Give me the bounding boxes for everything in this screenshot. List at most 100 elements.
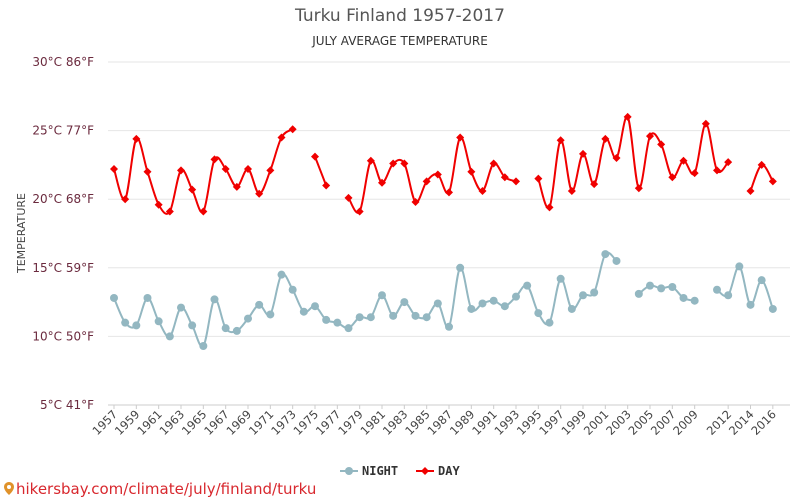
x-tick-label: 2003 [603,407,634,438]
night-data-point [724,291,733,300]
day-data-point [165,207,174,216]
night-data-point [478,299,487,308]
day-data-point [177,166,185,175]
day-data-point [244,165,252,174]
day-data-point [690,169,699,178]
night-data-point [579,291,587,300]
night-data-point [590,288,599,297]
day-data-point [221,165,230,174]
night-data-point [255,300,264,309]
day-data-point [121,195,130,204]
night-data-point [411,311,420,320]
day-data-point [757,160,766,169]
x-tick-label: 1957 [90,407,121,438]
day-data-point [411,197,420,206]
x-tick-label: 1991 [469,407,500,438]
watermark-text: hikersbay.com/climate/july/finland/turku [16,480,317,498]
y-tick-label: 5°C 41°F [40,398,94,412]
night-data-point [378,291,386,300]
night-data-point [333,318,342,327]
night-legend-marker [345,467,353,475]
y-tick-label: 20°C 68°F [32,192,94,206]
x-tick-label: 1993 [492,407,523,438]
chart-title: Turku Finland 1957-2017 [295,6,505,26]
x-tick-label: 1969 [224,407,255,438]
night-data-point [322,315,331,324]
night-data-point [534,309,543,318]
night-data-point [288,285,297,294]
night-data-point [713,285,721,294]
day-data-point [579,149,587,158]
day-data-point [110,165,118,174]
x-tick-label: 1995 [514,407,545,438]
night-data-point [668,283,677,292]
night-data-point [445,322,453,331]
night-data-point [311,302,319,311]
day-data-point [378,178,386,187]
day-data-point [456,133,465,142]
x-tick-label: 2001 [581,407,612,438]
day-data-point [433,170,442,179]
x-tick-label: 1973 [268,407,299,438]
x-tick-label: 1989 [447,407,478,438]
night-data-point [121,318,130,327]
night-data-point [679,293,688,302]
night-data-point [612,256,621,265]
day-data-point [534,174,543,183]
day-data-point [232,182,241,191]
day-data-point [322,181,331,190]
day-data-point [143,167,152,176]
day-data-point [556,136,565,145]
x-tick-label: 1967 [201,407,232,438]
day-data-point [623,112,632,121]
day-data-point [567,186,576,195]
night-data-point [221,324,230,333]
x-tick-label: 1985 [402,407,433,438]
night-legend-label: NIGHT [362,464,398,478]
day-data-point [612,154,621,163]
day-data-point [500,173,509,182]
night-data-point [467,304,476,313]
night-data-point [366,313,375,322]
day-data-point [154,200,163,209]
y-tick-label: 25°C 77°F [32,124,94,138]
day-data-point [646,132,654,141]
night-data-point [735,262,744,271]
night-data-point [500,302,509,311]
night-data-point [657,284,666,293]
day-data-point [512,177,520,186]
night-series-line [716,265,774,310]
x-tick-label: 1977 [313,407,344,438]
night-data-point [244,314,252,323]
night-data-point [545,318,554,327]
day-data-point [132,134,141,143]
y-tick-label: 10°C 50°F [32,329,94,343]
legend: NIGHT DAY [340,464,460,478]
day-data-point [199,207,208,216]
day-series-line [314,156,328,186]
x-tick-label: 2005 [626,407,657,438]
night-data-point [355,313,364,322]
day-data-point [311,152,319,161]
y-tick-label: 30°C 86°F [32,55,94,69]
site-watermark[interactable]: hikersbay.com/climate/july/finland/turku [4,480,316,498]
day-data-point [545,203,554,212]
day-data-point [277,133,286,142]
day-series-line [113,128,294,215]
day-data-point [266,166,275,175]
day-data-point [478,186,487,195]
x-tick-label: 1965 [179,407,210,438]
night-data-point [634,289,643,298]
y-tick-label: 15°C 59°F [32,261,94,275]
night-data-point [456,263,465,272]
location-pin-icon [4,482,14,495]
x-tick-label: 2009 [670,407,701,438]
day-data-point [188,185,197,194]
night-data-point [646,281,654,290]
x-tick-label: 1961 [134,407,165,438]
night-data-point [199,342,208,351]
x-tick-label: 1997 [536,407,567,438]
night-data-point [400,298,409,307]
night-data-point [389,311,398,320]
